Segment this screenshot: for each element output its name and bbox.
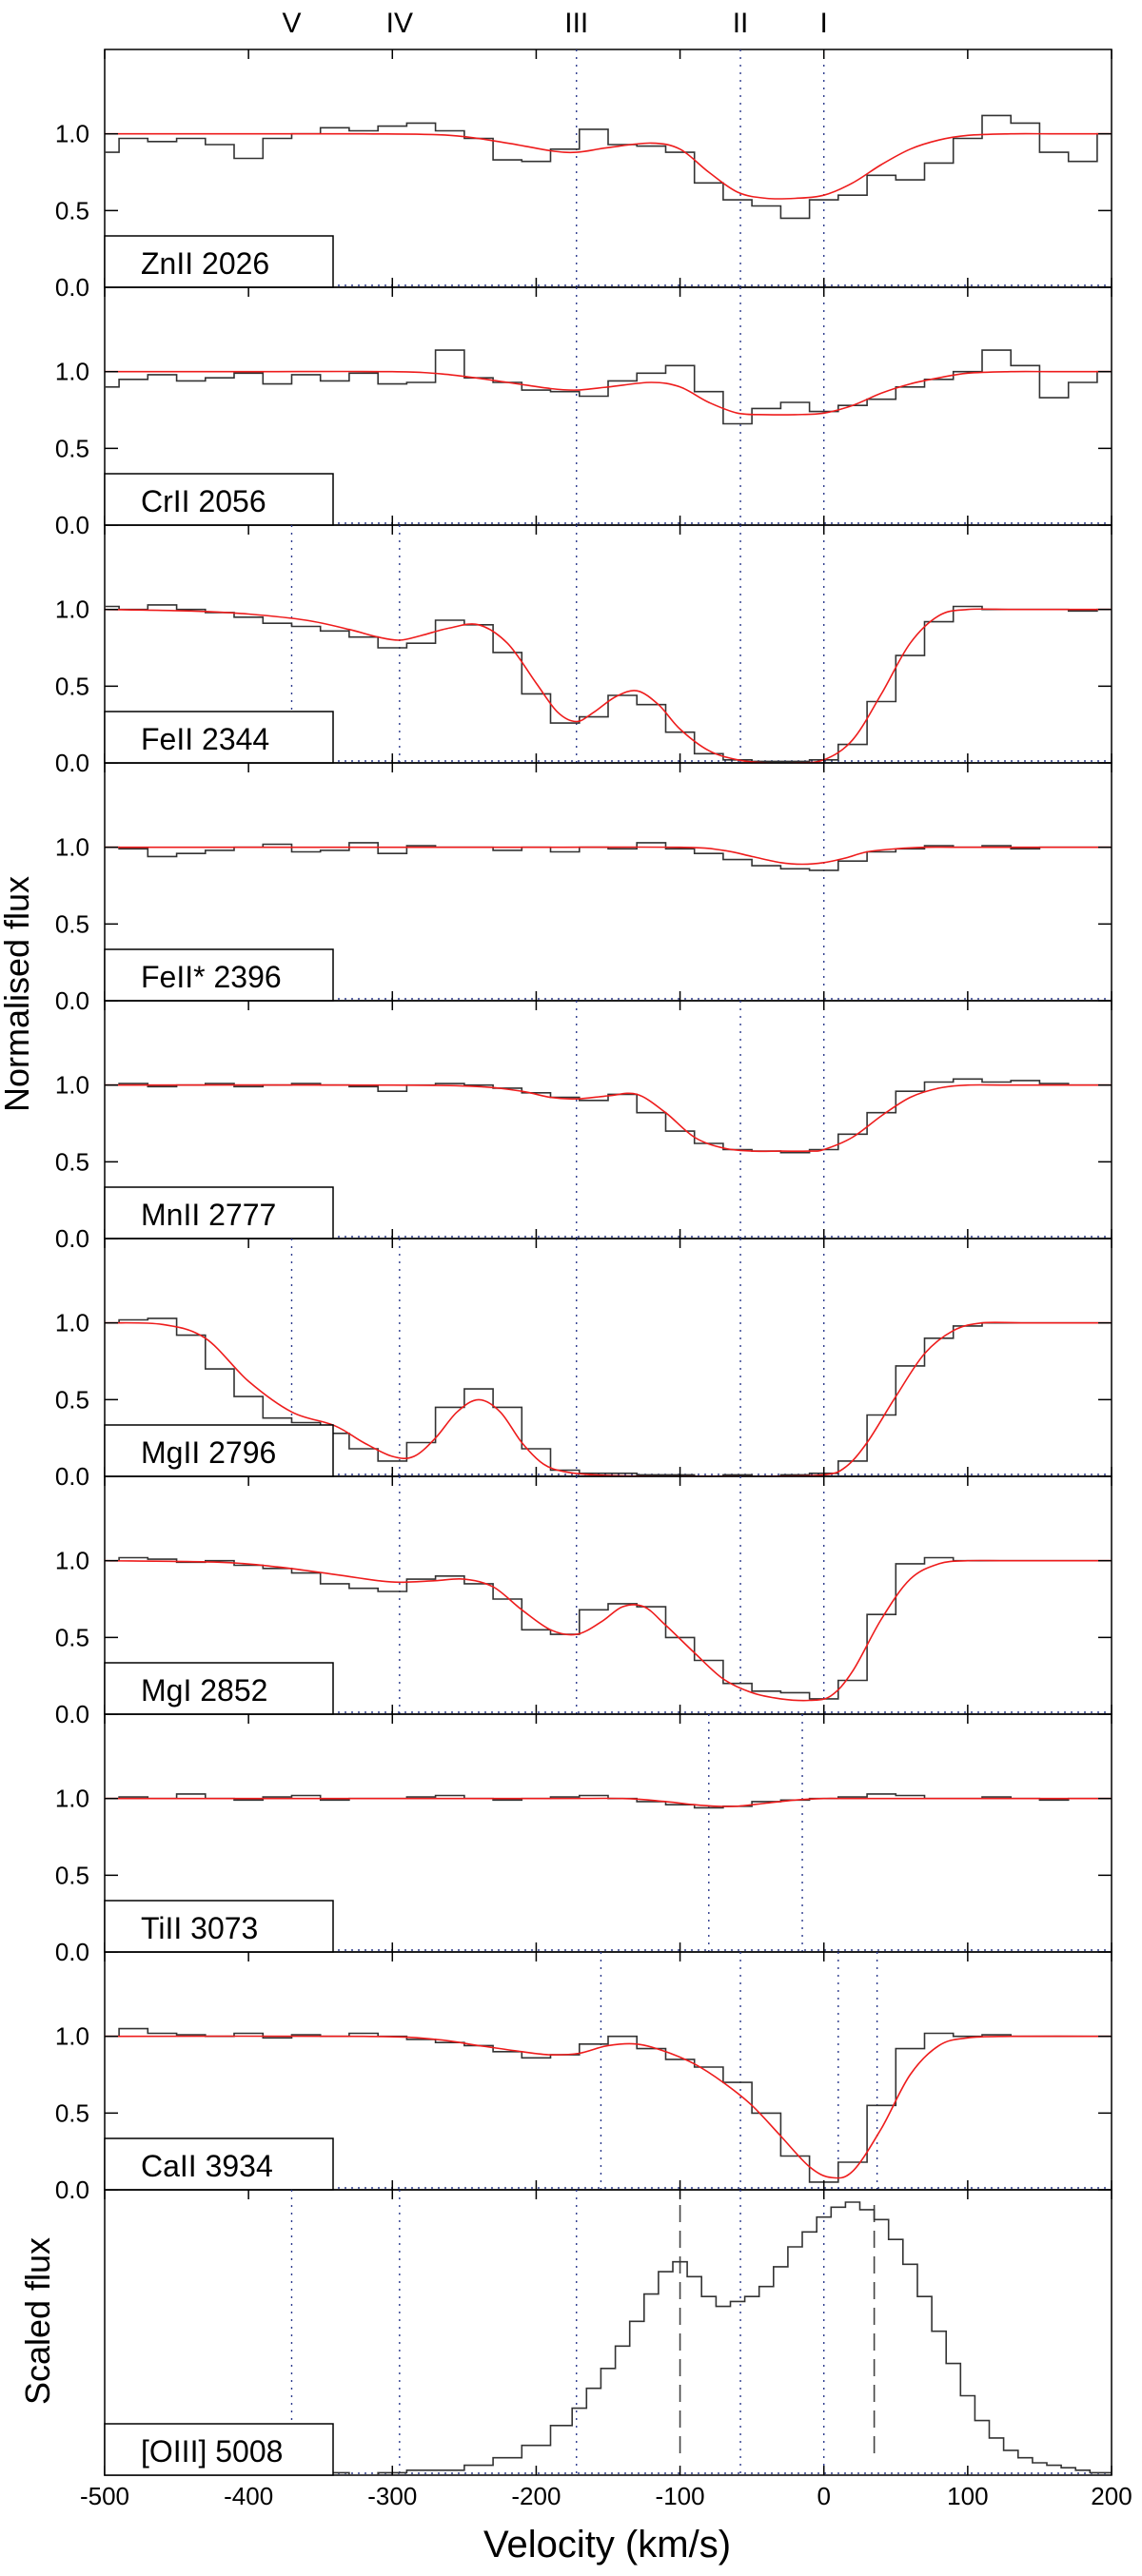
y-axis-label-normalised-flux: Normalised flux [0,876,36,1112]
y-tick-label: 0.5 [55,672,89,700]
ion-label-box [104,1662,334,1715]
x-tick-label: 0 [817,2482,830,2510]
data-histogram [105,349,1112,425]
y-tick-label: 1.0 [55,120,89,148]
fit-curve [105,1559,1112,1702]
fit-curve [105,132,1112,200]
fit-curve [105,846,1112,866]
panel-tiii-3073: 0.0 0.5 1.0 TiII 3073 [55,1713,1112,1966]
y-tick-label: 0.5 [55,434,89,462]
component-label-iii: III [564,8,588,39]
panel-mgii-2796: 0.0 0.5 1.0 MgII 2796 [55,1238,1112,1491]
y-tick-label: 1.0 [55,2022,89,2051]
ion-label-box [104,948,334,1002]
component-label-ii: II [733,8,749,39]
y-tick-label: 0.5 [55,1385,89,1414]
ion-label-box [104,711,334,764]
component-labels: V IV III II I [282,8,827,39]
x-axis-label: Velocity (km/s) [483,2524,731,2566]
y-tick-label: 0.0 [55,1462,89,1491]
y-tick-label: 1.0 [55,1309,89,1337]
panel-mnii-2777: 0.0 0.5 1.0 MnII 2777 [55,1000,1112,1253]
ion-label: MnII 2777 [141,1198,276,1232]
panel-feii-2344: 0.0 0.5 1.0 FeII 2344 [55,524,1112,777]
data-histogram [105,1793,1112,1809]
ion-label: FeII 2344 [141,722,269,756]
y-tick-label: 0.0 [55,1700,89,1728]
y-tick-label: 0.5 [55,1861,89,1889]
component-label-iv: IV [386,8,413,39]
ion-label-box [104,1186,334,1239]
data-histogram [105,604,1112,763]
y-tick-label: 0.5 [55,1147,89,1176]
fit-curve [105,1083,1112,1153]
y-tick-label: 0.5 [55,1623,89,1651]
y-tick-label: 0.5 [55,909,89,938]
x-tick-label: -400 [224,2482,273,2510]
panel-mgi-2852: 0.0 0.5 1.0 MgI 2852 [55,1475,1112,1728]
ion-label: CaII 3934 [141,2149,273,2183]
panel-feii-2396: 0.0 0.5 1.0 FeII* 2396 [55,762,1112,1015]
data-histogram [105,114,1112,220]
fit-curve [105,1321,1112,1476]
x-tick-label: -500 [80,2482,129,2510]
panel-znii-2026: 0.0 0.5 1.0 ZnII 2026 [55,49,1112,302]
fit-curve [105,608,1112,763]
data-histogram [105,1078,1112,1154]
x-tick-label: 200 [1091,2482,1132,2510]
y-tick-label: 1.0 [55,1785,89,1813]
y-tick-label: 0.0 [55,511,89,539]
x-tick-label: -100 [656,2482,705,2510]
ion-label-box [104,2137,334,2191]
y-tick-label: 0.0 [55,986,89,1015]
ion-label: [OIII] 5008 [141,2434,283,2469]
ion-label: MgII 2796 [141,1435,276,1470]
y-tick-label: 0.0 [55,2176,89,2204]
y-tick-label: 0.5 [55,2098,89,2127]
ion-label: TiII 3073 [141,1911,258,1945]
ion-label: FeII* 2396 [141,960,282,994]
y-tick-label: 1.0 [55,595,89,624]
y-tick-label: 0.0 [55,273,89,302]
component-label-i: I [820,8,828,39]
y-tick-label: 1.0 [55,1071,89,1100]
y-tick-label: 0.5 [55,196,89,224]
panel-caii-3934: 0.0 0.5 1.0 CaII 3934 [55,1951,1112,2204]
component-label-v: V [282,8,301,39]
fit-curve [105,370,1112,416]
data-histogram [105,1317,1112,1476]
fit-curve [105,2035,1112,2179]
y-tick-label: 1.0 [55,833,89,862]
panel-oiii-5008: [OIII] 5008 [104,2189,1112,2476]
data-histogram [105,2201,1112,2475]
panel-frame [104,2189,1112,2476]
ion-label-box [104,235,334,288]
ion-label: MgI 2852 [141,1673,267,1708]
y-tick-label: 0.0 [55,749,89,777]
y-tick-label: 1.0 [55,358,89,386]
panel-crii-2056: 0.0 0.5 1.0 CrII 2056 [55,286,1112,539]
data-histogram [105,2027,1112,2183]
x-tick-label: -200 [511,2482,561,2510]
ion-label-box [104,473,334,526]
y-axis-label-scaled-flux: Scaled flux [18,2237,57,2405]
x-tick-label: -300 [367,2482,417,2510]
x-axis: -500 -400 -300 -200 -100 0 100 200 [80,2482,1132,2510]
y-tick-label: 0.0 [55,1938,89,1966]
y-tick-label: 1.0 [55,1547,89,1575]
x-tick-label: 100 [947,2482,988,2510]
y-tick-label: 0.0 [55,1224,89,1253]
ion-label: ZnII 2026 [141,246,269,281]
ion-label-box [104,2423,334,2476]
fit-curve [105,1797,1112,1807]
ion-label: CrII 2056 [141,484,266,518]
